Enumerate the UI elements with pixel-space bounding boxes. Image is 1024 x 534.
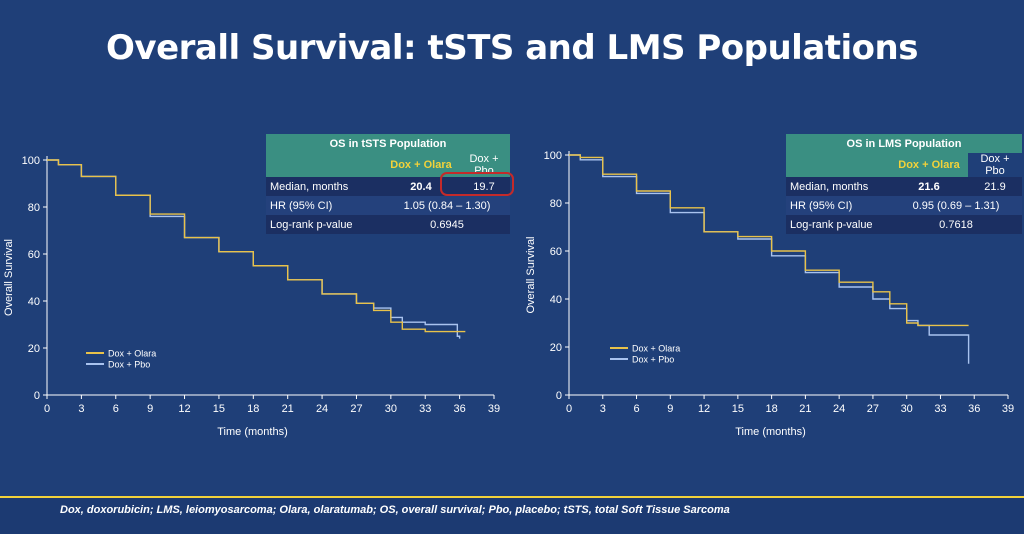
x-tick-label: 39 <box>488 403 500 415</box>
lms-col-olara: Dox + Olara <box>890 153 968 177</box>
tsts-table: OS in tSTS Population Dox + Olara Dox + … <box>266 134 510 234</box>
legend-label: Dox + Olara <box>108 349 156 359</box>
median-highlight-box <box>440 172 514 196</box>
footer: Dox, doxorubicin; LMS, leiomyosarcoma; O… <box>0 496 1024 534</box>
x-tick-label: 39 <box>1002 403 1014 415</box>
slide-title: Overall Survival: tSTS and LMS Populatio… <box>106 28 918 68</box>
tsts-p-label: Log-rank p-value <box>266 215 384 234</box>
x-tick-label: 33 <box>419 403 431 415</box>
lms-hr-value: 0.95 (0.69 – 1.31) <box>890 196 1022 215</box>
y-tick-label: 20 <box>28 343 40 355</box>
legend-label: Dox + Pbo <box>108 360 150 370</box>
x-tick-label: 21 <box>282 403 294 415</box>
x-tick-label: 6 <box>633 403 639 415</box>
y-axis-label: Overall Survival <box>3 239 15 316</box>
lms-hr-label: HR (95% CI) <box>786 196 890 215</box>
x-tick-label: 6 <box>113 403 119 415</box>
tsts-hr-value: 1.05 (0.84 – 1.30) <box>384 196 510 215</box>
y-tick-label: 60 <box>28 249 40 261</box>
x-tick-label: 30 <box>901 403 913 415</box>
tsts-p-value: 0.6945 <box>384 215 510 234</box>
lms-col-pbo: Dox + Pbo <box>968 153 1022 177</box>
x-tick-label: 27 <box>867 403 879 415</box>
x-axis-label: Time (months) <box>217 426 288 438</box>
x-tick-label: 24 <box>833 403 845 415</box>
x-tick-label: 15 <box>213 403 225 415</box>
x-tick-label: 36 <box>453 403 465 415</box>
x-tick-label: 3 <box>78 403 84 415</box>
x-tick-label: 0 <box>44 403 50 415</box>
y-tick-label: 100 <box>544 150 562 162</box>
x-tick-label: 18 <box>765 403 777 415</box>
y-tick-label: 0 <box>34 390 40 402</box>
lms-chart: 0 3 6 9 12 15 18 21 24 27 30 33 36 39020406080100Time… <box>525 150 1014 438</box>
x-tick-label: 33 <box>934 403 946 415</box>
olara-survival-line <box>569 154 969 327</box>
x-tick-label: 3 <box>600 403 606 415</box>
tsts-median-label: Median, months <box>266 177 384 196</box>
lms-table: OS in LMS Population Dox + Olara Dox + P… <box>786 134 1022 234</box>
footnote: Dox, doxorubicin; LMS, leiomyosarcoma; O… <box>60 504 730 516</box>
x-tick-label: 18 <box>247 403 259 415</box>
lms-median-pbo: 21.9 <box>968 177 1022 196</box>
legend-label: Dox + Olara <box>632 344 680 354</box>
legend-label: Dox + Pbo <box>632 355 674 365</box>
x-tick-label: 27 <box>350 403 362 415</box>
y-tick-label: 80 <box>550 198 562 210</box>
lms-p-label: Log-rank p-value <box>786 215 890 234</box>
lms-table-title: OS in LMS Population <box>786 134 1022 153</box>
x-tick-label: 0 <box>566 403 572 415</box>
x-tick-label: 9 <box>147 403 153 415</box>
tsts-median-olara: 20.4 <box>384 177 458 196</box>
x-tick-label: 36 <box>968 403 980 415</box>
y-tick-label: 80 <box>28 202 40 214</box>
y-axis-label: Overall Survival <box>525 236 537 313</box>
x-axis-label: Time (months) <box>735 426 806 438</box>
y-tick-label: 40 <box>28 296 40 308</box>
tsts-median-pbo: 19.7 <box>458 177 510 196</box>
lms-p-value: 0.7618 <box>890 215 1022 234</box>
tsts-hr-label: HR (95% CI) <box>266 196 384 215</box>
tsts-table-title: OS in tSTS Population <box>266 134 510 153</box>
x-tick-label: 15 <box>732 403 744 415</box>
y-tick-label: 20 <box>550 342 562 354</box>
y-tick-label: 60 <box>550 246 562 258</box>
x-tick-label: 12 <box>178 403 190 415</box>
y-tick-label: 40 <box>550 294 562 306</box>
x-tick-label: 30 <box>385 403 397 415</box>
lms-median-label: Median, months <box>786 177 890 196</box>
x-tick-label: 9 <box>667 403 673 415</box>
x-tick-label: 21 <box>799 403 811 415</box>
lms-median-olara: 21.6 <box>890 177 968 196</box>
x-tick-label: 12 <box>698 403 710 415</box>
y-tick-label: 0 <box>556 390 562 402</box>
olara-survival-line <box>47 159 466 333</box>
x-tick-label: 24 <box>316 403 328 415</box>
tsts-chart: 0 3 6 9 12 15 18 21 24 27 30 33 36 39020406080100Time… <box>3 155 500 438</box>
y-tick-label: 100 <box>22 155 40 167</box>
